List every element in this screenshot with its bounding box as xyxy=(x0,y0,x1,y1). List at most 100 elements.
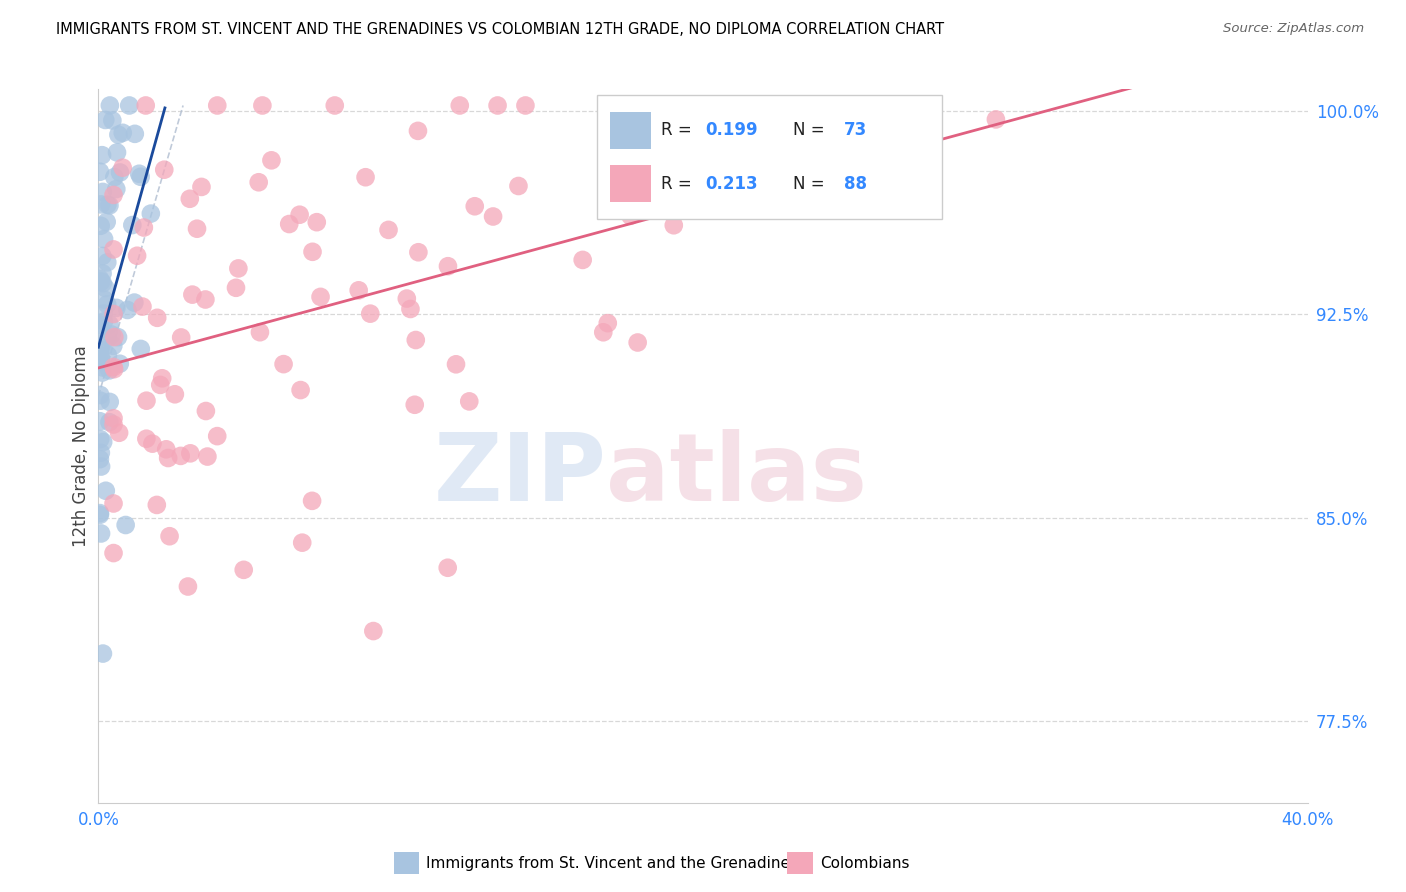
Point xyxy=(91,267,114,281)
Point xyxy=(124,295,146,310)
Point xyxy=(207,98,229,112)
Point xyxy=(91,249,114,263)
Point xyxy=(103,359,125,374)
Point xyxy=(571,252,593,267)
Point xyxy=(89,508,111,522)
Point xyxy=(197,450,219,464)
Point xyxy=(103,417,125,432)
Point xyxy=(90,446,112,460)
Point xyxy=(114,518,136,533)
Point xyxy=(627,335,650,350)
Point xyxy=(103,330,125,344)
Text: 0.199: 0.199 xyxy=(706,121,758,139)
Point xyxy=(103,170,125,185)
Point xyxy=(399,301,422,316)
Point xyxy=(91,647,114,661)
Point xyxy=(406,124,429,138)
Point xyxy=(89,318,111,332)
Text: Source: ZipAtlas.com: Source: ZipAtlas.com xyxy=(1223,22,1364,36)
Point xyxy=(90,459,112,474)
Point xyxy=(91,360,114,375)
Point xyxy=(89,272,111,286)
Point xyxy=(179,446,201,460)
Text: 88: 88 xyxy=(844,175,868,193)
Point xyxy=(105,145,128,160)
Point xyxy=(437,259,460,273)
Point xyxy=(157,450,180,465)
Point xyxy=(93,293,115,307)
Point xyxy=(149,377,172,392)
Point xyxy=(89,393,111,408)
Point xyxy=(146,498,169,512)
Point xyxy=(128,167,150,181)
Point xyxy=(278,217,301,231)
Point xyxy=(163,387,186,401)
Point xyxy=(159,529,181,543)
Point xyxy=(111,161,134,175)
Point xyxy=(118,98,141,112)
Point xyxy=(131,300,153,314)
Point xyxy=(89,432,111,446)
Point xyxy=(91,148,114,162)
Point xyxy=(190,180,212,194)
Text: R =: R = xyxy=(661,175,697,193)
Point xyxy=(90,197,112,211)
Point xyxy=(103,362,125,376)
Point xyxy=(121,218,143,232)
Point xyxy=(97,348,120,362)
Point xyxy=(841,98,863,112)
Point xyxy=(89,506,111,520)
Point xyxy=(486,98,509,112)
Y-axis label: 12th Grade, No Diploma: 12th Grade, No Diploma xyxy=(72,345,90,547)
Point xyxy=(395,292,418,306)
Point xyxy=(124,127,146,141)
Point xyxy=(93,232,115,246)
Point xyxy=(96,297,118,311)
Point xyxy=(100,327,122,342)
Point xyxy=(232,563,254,577)
Point xyxy=(458,394,481,409)
Point xyxy=(89,343,111,357)
Point xyxy=(359,307,381,321)
Text: Colombians: Colombians xyxy=(820,855,910,871)
Point xyxy=(179,192,201,206)
Point xyxy=(89,354,111,368)
Point xyxy=(103,339,125,353)
Point xyxy=(89,414,111,428)
Point xyxy=(108,425,131,440)
Point xyxy=(619,98,641,112)
Point xyxy=(225,281,247,295)
Point xyxy=(89,165,111,179)
Point xyxy=(592,326,614,340)
Point xyxy=(377,223,399,237)
Point xyxy=(94,281,117,295)
Point xyxy=(205,429,228,443)
Point xyxy=(135,98,157,112)
Point xyxy=(96,215,118,229)
Point xyxy=(309,290,332,304)
Point xyxy=(89,341,111,355)
Point xyxy=(252,98,274,112)
Text: Immigrants from St. Vincent and the Grenadines: Immigrants from St. Vincent and the Gren… xyxy=(426,855,799,871)
Point xyxy=(146,310,169,325)
Point xyxy=(141,436,163,450)
Point xyxy=(273,357,295,371)
Point xyxy=(363,624,385,638)
Point xyxy=(249,325,271,339)
Point xyxy=(91,435,114,450)
Point xyxy=(135,393,157,408)
Text: R =: R = xyxy=(661,121,697,139)
Point xyxy=(405,333,427,347)
Point xyxy=(323,98,346,112)
Point xyxy=(90,323,112,337)
Point xyxy=(96,255,118,269)
Point xyxy=(305,215,328,229)
Point xyxy=(129,342,152,356)
Point xyxy=(984,112,1007,127)
Point xyxy=(194,293,217,307)
Point xyxy=(508,179,530,194)
Point xyxy=(132,220,155,235)
Point xyxy=(135,432,157,446)
Point xyxy=(91,185,114,199)
Text: atlas: atlas xyxy=(606,428,868,521)
